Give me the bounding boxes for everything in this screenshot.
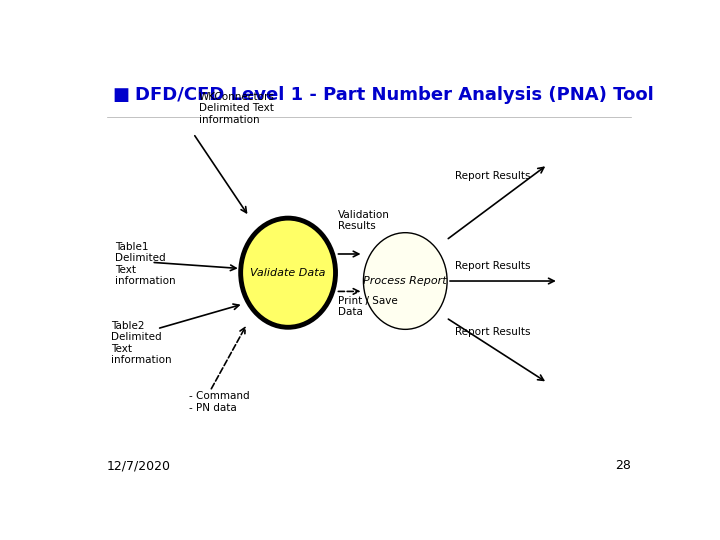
Text: Report Results: Report Results <box>456 261 531 271</box>
Text: Print / Save
Data: Print / Save Data <box>338 295 398 317</box>
Text: Validation
Results: Validation Results <box>338 210 390 231</box>
Text: Table1
Delimited
Text
information: Table1 Delimited Text information <box>115 241 176 286</box>
Text: Report Results: Report Results <box>456 171 531 181</box>
Ellipse shape <box>364 233 447 329</box>
Text: ■: ■ <box>112 85 130 104</box>
Text: DFD/CFD Level 1 - Part Number Analysis (PNA) Tool: DFD/CFD Level 1 - Part Number Analysis (… <box>135 85 653 104</box>
Text: Report Results: Report Results <box>456 327 531 337</box>
Text: 28: 28 <box>616 460 631 472</box>
Text: 12/7/2020: 12/7/2020 <box>107 460 171 472</box>
Text: Process Report: Process Report <box>364 276 447 286</box>
Text: Validate Data: Validate Data <box>251 268 326 278</box>
Text: WKConnectors
Delimited Text
information: WKConnectors Delimited Text information <box>199 92 275 125</box>
Text: - Command
- PN data: - Command - PN data <box>189 391 250 413</box>
Text: Table2
Delimited
Text
information: Table2 Delimited Text information <box>111 321 172 366</box>
Ellipse shape <box>240 218 336 327</box>
